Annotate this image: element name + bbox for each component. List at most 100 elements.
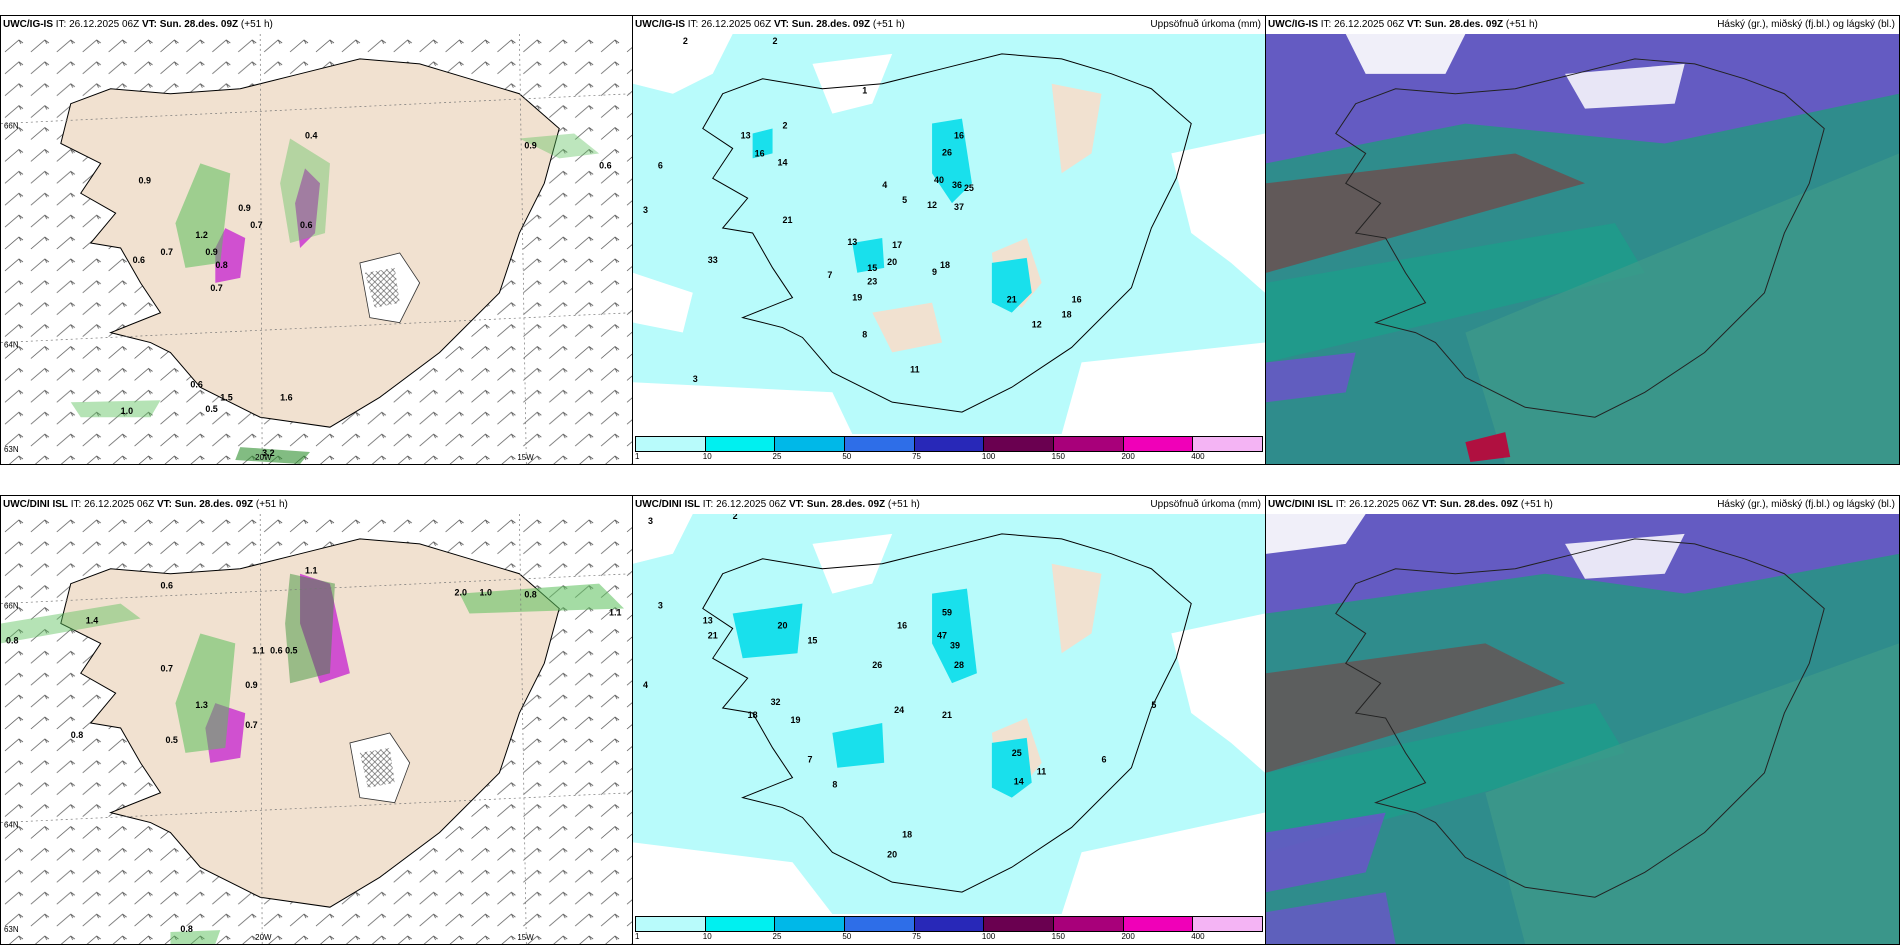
panel-wind-dini: UWC/DINI ISL IT: 26.12.2025 06Z VT: Sun.…: [0, 495, 633, 945]
value-label: 6: [658, 160, 663, 170]
value-label: 0.6: [599, 160, 611, 170]
lat-label-top: 66N: [4, 122, 19, 131]
value-label: 18: [902, 829, 912, 839]
value-label: 37: [954, 202, 964, 212]
lat-label-mid: 64N: [4, 341, 19, 350]
value-label: 0.7: [210, 283, 222, 293]
value-label: 16: [1072, 295, 1082, 305]
colorbar-swatch: [845, 437, 915, 451]
colorbar-swatch: [775, 437, 846, 451]
panel-title: UWC/DINI ISL IT: 26.12.2025 06Z VT: Sun.…: [3, 499, 288, 510]
colorbar-level-label: 50: [842, 452, 852, 461]
value-label: 1.2: [195, 230, 207, 240]
value-label: 2: [773, 36, 778, 46]
value-label: 20: [887, 257, 897, 267]
value-label: 1.4: [86, 615, 98, 625]
value-label: 17: [892, 240, 902, 250]
lat-label-mid: 64N: [4, 821, 19, 830]
value-label: 16: [897, 620, 907, 630]
precip-colorbar: 1 10 25 50 75 100 150 200 400: [635, 436, 1263, 462]
value-label: 0.9: [524, 140, 536, 150]
value-label: 1.6: [280, 392, 292, 402]
value-label: 2: [733, 514, 738, 521]
colorbar-level-label: 150: [1051, 932, 1066, 941]
precip-colorbar: 1 10 25 50 75 100 150 200 400: [635, 916, 1263, 942]
value-label: 0.9: [139, 175, 151, 185]
colorbar-swatch: [914, 917, 985, 931]
value-label: 3.2: [262, 448, 274, 458]
value-label: 39: [950, 640, 960, 650]
value-label: 5: [902, 195, 907, 205]
value-label: 11: [1037, 767, 1046, 777]
value-label: 0.8: [180, 924, 192, 934]
value-label: 2: [683, 36, 688, 46]
value-labels: 0.4 0.9 0.6 0.9 0.6 0.7 1.2 0.7 0.6 0.9 …: [121, 131, 612, 459]
colorbar-swatch: [1193, 437, 1263, 451]
value-label: 47: [937, 630, 947, 640]
wind-map-svg: 66N 64N 63N 20W 15W 1.1 0.6 1.4 0.8 0.7 …: [1, 514, 632, 944]
value-label: 26: [872, 660, 882, 670]
colorbar-level-label: 10: [702, 452, 712, 461]
value-label: 16: [954, 130, 964, 140]
value-label: 7: [827, 270, 832, 280]
value-labels: 2 2 3 1 2 6 13 16 14 26 16 40 36 25 37 4…: [643, 36, 1082, 384]
value-label: 12: [927, 200, 937, 210]
value-label: 0.5: [285, 645, 297, 655]
colorbar-swatch: [845, 917, 915, 931]
colorbar-swatch: [1123, 917, 1194, 931]
value-label: 21: [942, 710, 952, 720]
colorbar-swatch: [914, 437, 985, 451]
precip-map: 2 2 3 1 2 6 13 16 14 26 16 40 36 25 37 4…: [633, 34, 1265, 434]
value-label: 4: [882, 180, 887, 190]
value-label: 1: [862, 86, 867, 96]
colorbar-level-label: 100: [981, 452, 996, 461]
colorbar-level-label: 400: [1191, 452, 1205, 461]
value-label: 20: [778, 620, 788, 630]
value-label: 32: [771, 697, 781, 707]
value-label: 6: [1102, 755, 1107, 765]
value-label: 25: [964, 183, 974, 193]
value-label: 2: [783, 121, 788, 131]
value-label: 0.8: [215, 260, 227, 270]
value-label: 1.1: [609, 608, 621, 618]
panel-cloud-dini: UWC/DINI ISL IT: 26.12.2025 06Z VT: Sun.…: [1265, 495, 1900, 945]
colorbar-level-label: 200: [1121, 932, 1135, 941]
colorbar-level-label: 100: [981, 932, 996, 941]
lat-label-bot: 63N: [4, 925, 19, 934]
value-label: 3: [693, 374, 698, 384]
value-label: 3: [648, 516, 653, 526]
value-label: 21: [708, 630, 718, 640]
panel-title: UWC/DINI ISL IT: 26.12.2025 06Z VT: Sun.…: [635, 499, 920, 510]
value-label: 0.8: [71, 730, 83, 740]
value-label: 15: [867, 263, 877, 273]
value-label: 26: [942, 147, 952, 157]
value-label: 0.6: [190, 379, 202, 389]
value-label: 12: [1032, 320, 1042, 330]
colorbar-swatch: [1193, 917, 1263, 931]
panel-wind-ig: UWC/IG-IS IT: 26.12.2025 06Z VT: Sun. 28…: [0, 15, 633, 465]
panel-title: UWC/IG-IS IT: 26.12.2025 06Z VT: Sun. 28…: [1268, 19, 1538, 30]
panel-field-label: Háský (gr.), miðský (fj.bl.) og lágský (…: [1717, 19, 1895, 30]
value-label: 7: [807, 755, 812, 765]
value-label: 0.6: [300, 220, 312, 230]
colorbar-swatch: [775, 917, 846, 931]
colorbar-level-label: 10: [702, 932, 712, 941]
panel-precip-ig: UWC/IG-IS IT: 26.12.2025 06Z VT: Sun. 28…: [632, 15, 1266, 465]
panel-title: UWC/IG-IS IT: 26.12.2025 06Z VT: Sun. 28…: [635, 19, 905, 30]
value-label: 0.6: [133, 255, 145, 265]
value-label: 0.5: [165, 735, 177, 745]
value-labels: 1.1 0.6 1.4 0.8 0.7 1.3 0.8 1.1 0.6 0.5 …: [6, 566, 622, 934]
colorbar-swatch: [636, 917, 706, 931]
colorbar-level-label: 75: [912, 452, 922, 461]
value-label: 21: [783, 215, 793, 225]
value-label: 36: [952, 180, 962, 190]
value-label: 0.9: [205, 247, 217, 257]
value-label: 18: [940, 260, 950, 270]
value-label: 0.9: [238, 203, 250, 213]
panel-field-label: Háský (gr.), miðský (fj.bl.) og lágský (…: [1717, 499, 1895, 510]
colorbar-level-label: 75: [912, 932, 922, 941]
colorbar-level-label: 25: [772, 932, 782, 941]
value-labels: 3 2 3 4 13 21 20 15 59 47 39 28 26 16 18…: [643, 514, 1156, 859]
lon-label-right: 15W: [517, 933, 534, 942]
colorbar-level-label: 150: [1051, 452, 1066, 461]
